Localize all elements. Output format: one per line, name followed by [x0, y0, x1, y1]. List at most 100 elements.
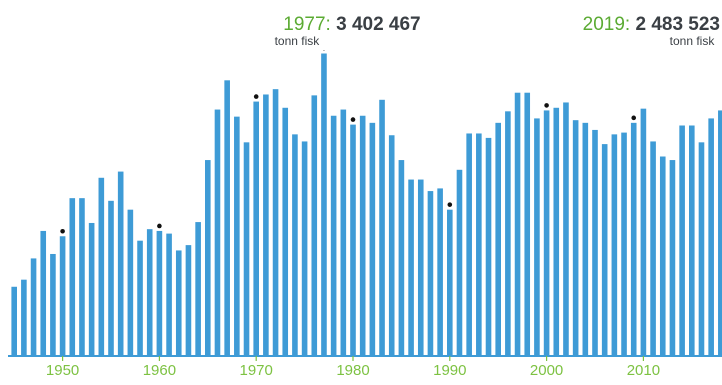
bar-1969: [243, 142, 250, 355]
annotation-2019-label: 2019: 2 483 523: [583, 14, 720, 35]
annotation-1977-label: 1977: 3 402 467: [283, 14, 420, 35]
annotation-2019-unit: tonn fisk: [670, 34, 716, 48]
bar-1972: [272, 89, 279, 356]
bar-1966: [214, 109, 221, 355]
bar-2003: [572, 120, 579, 356]
bar-2014: [679, 125, 685, 355]
bar-1946: [21, 279, 27, 355]
bar-1985: [398, 160, 405, 355]
bar-2015: [689, 125, 695, 355]
marker-dot-1950: [60, 228, 65, 234]
bar-2013: [669, 160, 676, 355]
bar-1994: [485, 137, 492, 355]
x-tick-label-1970: 1970: [240, 362, 273, 379]
bar-2005: [592, 129, 598, 355]
bar-2006: [601, 144, 608, 355]
bar-1991: [456, 169, 463, 355]
bar-1974: [292, 134, 298, 355]
marker-dot-2000: [544, 103, 549, 108]
bar-1998: [524, 92, 531, 356]
bar-1982: [369, 122, 376, 355]
bar-1992: [466, 133, 472, 355]
bar-1997: [514, 92, 521, 356]
bar-1954: [98, 177, 105, 355]
bar-1981: [359, 115, 366, 355]
bar-2010: [640, 108, 647, 355]
bar-2000: [543, 110, 550, 356]
bar-2011: [650, 141, 656, 355]
marker-dots: [60, 94, 637, 234]
bar-1984: [388, 135, 395, 355]
bar-1955: [108, 200, 114, 355]
marker-dot-1970: [253, 94, 259, 99]
bar-1963: [185, 245, 192, 355]
bar-1986: [408, 179, 414, 355]
bar-1957: [127, 209, 134, 355]
bar-2008: [621, 132, 627, 355]
bar-1978: [330, 115, 337, 355]
bar-1973: [282, 107, 289, 355]
bar-1970: [253, 101, 259, 355]
bar-1964: [195, 222, 201, 355]
bar-1949: [50, 253, 56, 355]
bar-1971: [263, 94, 269, 355]
bar-2004: [582, 122, 589, 355]
x-tick-label-1990: 1990: [433, 362, 466, 379]
bar-1962: [175, 250, 182, 355]
marker-dot-1980: [350, 117, 356, 122]
bar-1947: [30, 258, 37, 355]
bar-1999: [534, 118, 540, 355]
marker-dot-1990: [447, 202, 453, 207]
bar-series: [11, 53, 722, 356]
x-tick-label-1960: 1960: [143, 362, 176, 379]
bar-1961: [166, 233, 172, 355]
bar-1995: [495, 122, 501, 355]
annotation-1977-unit: tonn fisk: [275, 34, 321, 48]
x-tick-label-1950: 1950: [46, 362, 79, 379]
bar-1987: [417, 179, 424, 355]
bar-1996: [505, 111, 511, 355]
bar-2016: [698, 142, 705, 355]
x-tick-labels: 1950 1960 1970 1980 1990 2000 2010: [46, 356, 660, 379]
bar-2009: [630, 122, 637, 355]
bar-1975: [301, 141, 308, 355]
bar-1956: [117, 171, 124, 355]
bar-1950: [59, 236, 66, 355]
annotation-value: 3 402 467: [336, 14, 421, 35]
bar-1953: [88, 222, 95, 355]
marker-dot-1960: [157, 223, 162, 229]
bar-1990: [447, 209, 453, 355]
x-tick-label-2000: 2000: [530, 362, 563, 379]
bar-1980: [350, 124, 356, 355]
x-tick-label-2010: 2010: [627, 362, 660, 379]
bar-1989: [437, 188, 443, 355]
bar-1952: [79, 198, 85, 355]
bar-1959: [146, 229, 153, 355]
bar-1945: [11, 286, 17, 355]
bar-2018: [718, 110, 722, 356]
bar-2012: [659, 156, 666, 355]
bar-2007: [611, 134, 618, 355]
bar-1960: [156, 230, 163, 355]
bar-1976: [311, 95, 318, 356]
x-tick-label-1980: 1980: [336, 362, 369, 379]
bar-1977: [321, 53, 327, 355]
bar-1951: [69, 198, 76, 355]
bar-1979: [340, 109, 347, 355]
bar-1958: [137, 240, 143, 355]
bar-2001: [553, 107, 560, 355]
bar-1983: [379, 99, 385, 355]
bar-1993: [476, 133, 482, 355]
bar-1988: [427, 191, 434, 355]
bar-2017: [708, 118, 714, 355]
bar-1948: [40, 230, 47, 355]
bar-1965: [205, 160, 211, 355]
marker-dot-2009: [631, 115, 637, 121]
bar-2002: [563, 102, 569, 356]
bar-1968: [234, 116, 240, 355]
annotation-value: 2 483 523: [635, 14, 720, 35]
bar-1967: [224, 80, 230, 355]
annotation-year: 1977:: [283, 14, 336, 35]
